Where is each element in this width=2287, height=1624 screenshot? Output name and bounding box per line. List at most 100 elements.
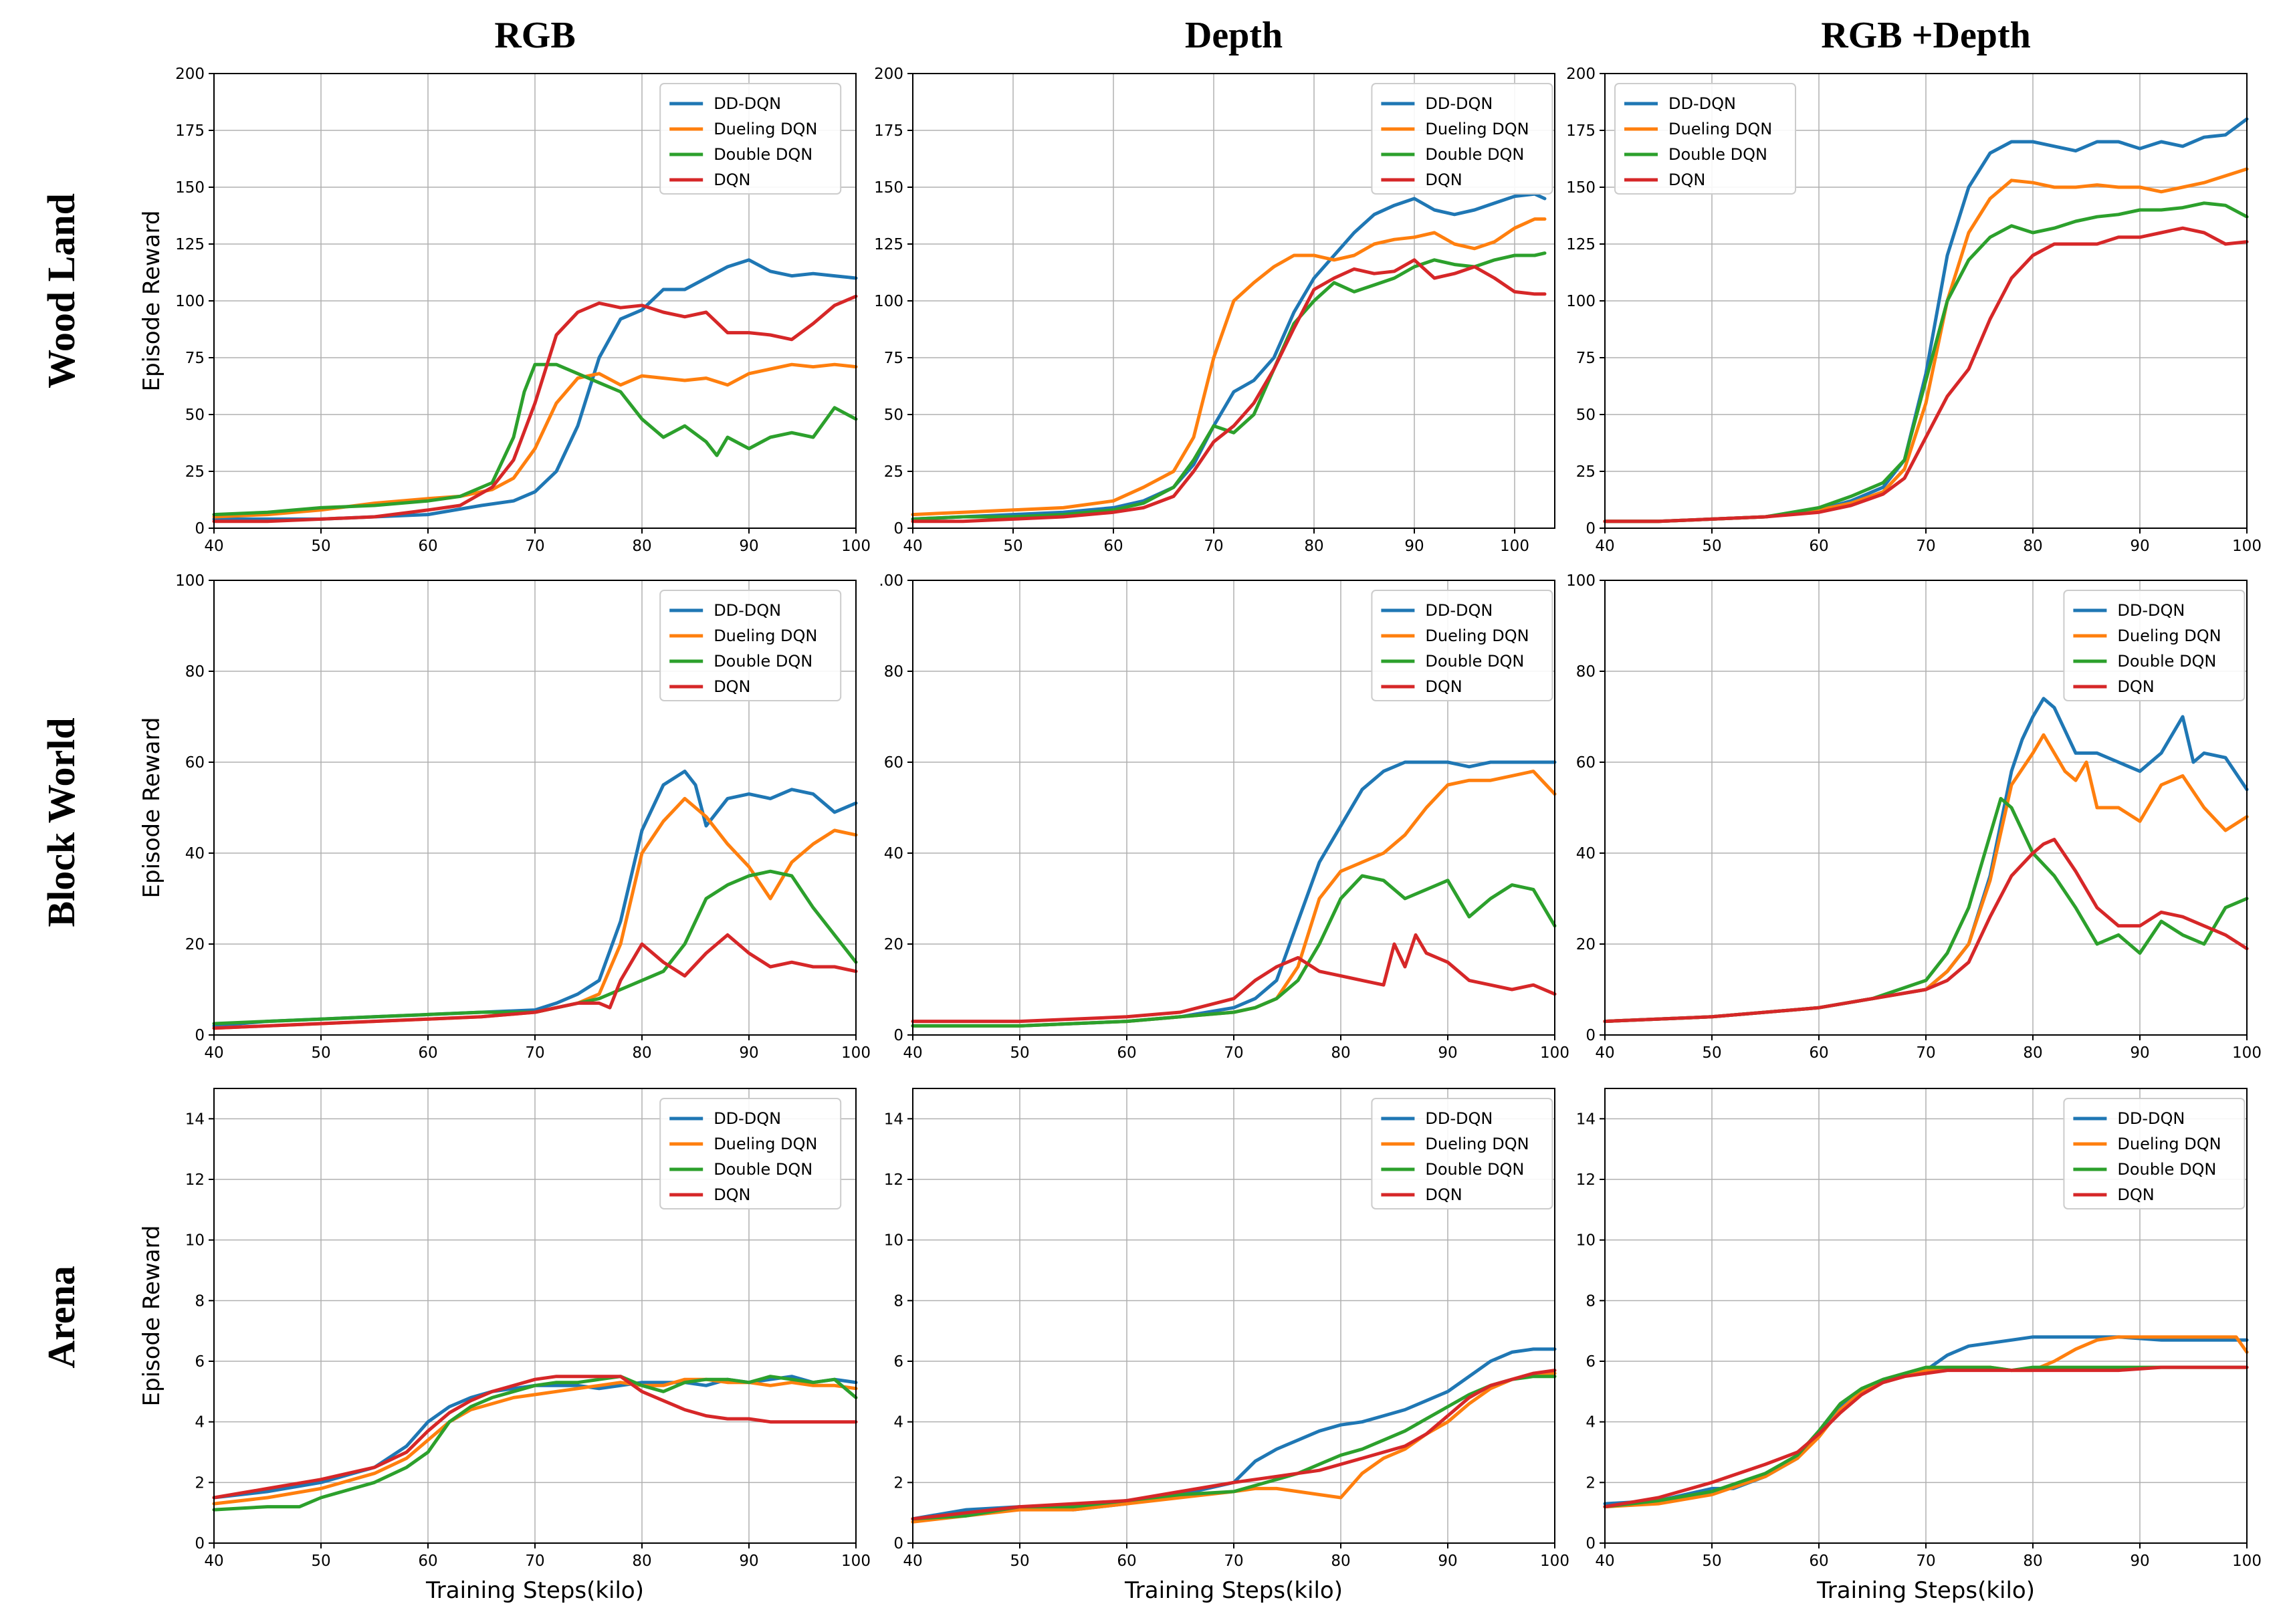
legend-label: Dueling DQN — [2117, 626, 2221, 645]
series-line-double-dqn — [1603, 201, 2249, 524]
legend-label: Double DQN — [1425, 1160, 1524, 1179]
series-line-dd-dqn — [212, 258, 858, 521]
series-line-dqn — [1603, 1365, 2249, 1509]
y-tick-label: 0 — [893, 520, 903, 538]
series-line-dqn — [1603, 838, 2249, 1024]
y-tick-label: 14 — [884, 1111, 903, 1128]
legend: DD-DQN Dueling DQN Double DQN DQN — [659, 1098, 842, 1209]
legend-label: DD-DQN — [1425, 601, 1493, 620]
row-title-arena: Arena — [39, 1266, 83, 1369]
legend: DD-DQN Dueling DQN Double DQN DQN — [1371, 83, 1553, 195]
y-tick-label: 200 — [874, 66, 903, 83]
x-tick-label: 90 — [1438, 1552, 1457, 1570]
x-tick-label: 50 — [1702, 1044, 1721, 1062]
legend-label: DD-DQN — [714, 1109, 781, 1128]
legend-label: DQN — [2117, 677, 2154, 696]
y-tick-label: 100 — [175, 572, 205, 590]
legend-box — [1371, 590, 1553, 701]
y-tick-label: 12 — [884, 1171, 903, 1189]
x-tick-label: 40 — [204, 1552, 223, 1570]
x-tick-label: 60 — [1103, 538, 1123, 555]
plot-frame — [912, 580, 1555, 1036]
y-tick-label: 60 — [884, 754, 903, 772]
plot-frame — [912, 73, 1555, 529]
series-line-double-dqn — [212, 362, 858, 517]
chart-panel-9: 40 50 60 70 80 90 100 0 2 4 6 8 10 12 14 Training Steps… — [1576, 1088, 2262, 1604]
chart-panel-7: 40 50 60 70 80 90 100 0 2 4 6 8 10 12 14 Episode Reward… — [138, 1088, 871, 1604]
x-tick-label: 90 — [739, 1552, 758, 1570]
x-tick-label: 80 — [2023, 1044, 2042, 1062]
x-tick-label: 40 — [204, 1044, 223, 1062]
y-tick-label: 125 — [1566, 236, 1596, 253]
series-line-dueling-dqn — [1603, 167, 2249, 524]
x-tick-label: 100 — [1540, 1552, 1569, 1570]
y-tick-label: 0 — [1586, 1027, 1596, 1044]
legend-box — [1614, 83, 1796, 195]
legend-label: DD-DQN — [1425, 94, 1493, 113]
legend-label: DQN — [714, 677, 750, 696]
legend-label: DD-DQN — [1425, 1109, 1493, 1128]
y-tick-label: 0 — [195, 520, 205, 538]
x-tick-label: 70 — [1224, 1552, 1243, 1570]
y-tick-label: 6 — [195, 1353, 205, 1371]
series-line-dqn — [911, 1369, 1557, 1521]
x-tick-label: 50 — [311, 538, 330, 555]
legend: DD-DQN Dueling DQN Double DQN DQN — [1371, 590, 1553, 701]
y-tick-label: 200 — [175, 66, 205, 83]
y-tick-label: 10 — [1576, 1232, 1596, 1250]
y-tick-label: 50 — [1576, 407, 1596, 424]
chart-panel-3: 40 50 60 70 80 90 100 0 25 50 75 100 125 150 175 200 DD-… — [1566, 66, 2262, 555]
x-tick-label: 100 — [2232, 538, 2262, 555]
y-tick-label: 25 — [1576, 463, 1596, 481]
legend-label: Double DQN — [1425, 652, 1524, 671]
x-tick-label: 60 — [418, 538, 437, 555]
x-tick-label: 90 — [2130, 1552, 2149, 1570]
x-tick-label: 70 — [525, 1044, 544, 1062]
column-title-depth: Depth — [1184, 15, 1283, 56]
legend-label: DQN — [1425, 677, 1462, 696]
legend-box — [659, 590, 842, 701]
x-tick-label: 50 — [1010, 1552, 1029, 1570]
y-tick-label: 20 — [1576, 936, 1596, 953]
x-tick-label: 100 — [841, 1044, 871, 1062]
y-tick-label: 14 — [1576, 1111, 1596, 1128]
legend-label: DD-DQN — [2117, 1109, 2185, 1128]
x-tick-label: 60 — [1117, 1044, 1136, 1062]
y-tick-label: 20 — [185, 936, 205, 953]
x-tick-label: 70 — [1916, 1552, 1935, 1570]
y-tick-label: 0 — [1586, 1535, 1596, 1552]
y-axis-label: Episode Reward — [138, 211, 165, 392]
legend-box — [2063, 1098, 2246, 1209]
x-tick-label: 80 — [632, 1552, 651, 1570]
y-tick-label: 2 — [1586, 1474, 1596, 1492]
y-tick-label: 8 — [195, 1292, 205, 1310]
legend-label: DD-DQN — [1668, 94, 1736, 113]
x-tick-label: 60 — [1809, 538, 1828, 555]
y-tick-label: 0 — [893, 1535, 903, 1552]
legend: DD-DQN Dueling DQN Double DQN DQN — [2063, 1098, 2246, 1209]
chart-panel-5: 40 50 60 70 80 90 100 0 20 40 60 80 .00 DD-DQN Dueling… — [879, 572, 1569, 1062]
legend: DD-DQN Dueling DQN Double DQN DQN — [659, 83, 842, 195]
x-tick-label: 40 — [1595, 1552, 1614, 1570]
x-tick-label: 50 — [311, 1552, 330, 1570]
y-tick-label: 0 — [893, 1027, 903, 1044]
y-tick-label: 150 — [874, 179, 903, 197]
chart-panel-8: 40 50 60 70 80 90 100 0 2 4 6 8 10 12 14 Training Steps… — [884, 1088, 1569, 1604]
legend-label: DQN — [1425, 1185, 1462, 1204]
legend-label: Double DQN — [714, 1160, 812, 1179]
y-tick-label: 12 — [1576, 1171, 1596, 1189]
y-tick-label: 40 — [185, 845, 205, 862]
legend-label: Dueling DQN — [714, 626, 817, 645]
chart-panel-1: 40 50 60 70 80 90 100 0 25 50 75 100 125 150 175 200 Epi… — [138, 66, 871, 555]
y-tick-label: 80 — [884, 663, 903, 681]
series-line-dueling-dqn — [911, 217, 1547, 517]
legend-box — [2063, 590, 2246, 701]
legend-label: DQN — [2117, 1185, 2154, 1204]
x-tick-label: 80 — [1304, 538, 1323, 555]
legend-label: Dueling DQN — [714, 120, 817, 138]
series-line-dqn — [212, 294, 858, 524]
y-tick-label: 200 — [1566, 66, 1596, 83]
y-tick-label: 6 — [893, 1353, 903, 1371]
y-tick-label: 100 — [175, 293, 205, 310]
y-tick-label: 40 — [1576, 845, 1596, 862]
